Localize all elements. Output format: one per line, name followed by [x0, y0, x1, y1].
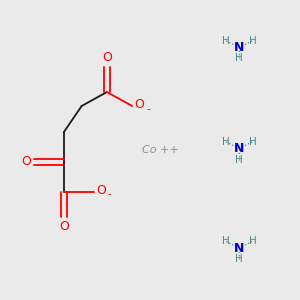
- Text: O: O: [59, 220, 69, 233]
- Text: N: N: [234, 142, 244, 155]
- Text: H: H: [249, 236, 256, 246]
- Text: H: H: [222, 236, 230, 246]
- Text: -: -: [146, 104, 150, 114]
- Text: N: N: [234, 41, 244, 54]
- Text: H: H: [235, 53, 243, 64]
- Text: O: O: [134, 98, 144, 111]
- Text: H: H: [235, 154, 243, 164]
- Text: H: H: [235, 254, 243, 264]
- Text: Co ++: Co ++: [142, 145, 179, 155]
- Text: -: -: [108, 190, 111, 200]
- Text: N: N: [234, 242, 244, 255]
- Text: H: H: [249, 36, 256, 46]
- Text: O: O: [21, 155, 31, 168]
- Text: O: O: [96, 184, 106, 196]
- Text: H: H: [222, 36, 230, 46]
- Text: H: H: [222, 137, 230, 147]
- Text: H: H: [249, 137, 256, 147]
- Text: O: O: [102, 51, 112, 64]
